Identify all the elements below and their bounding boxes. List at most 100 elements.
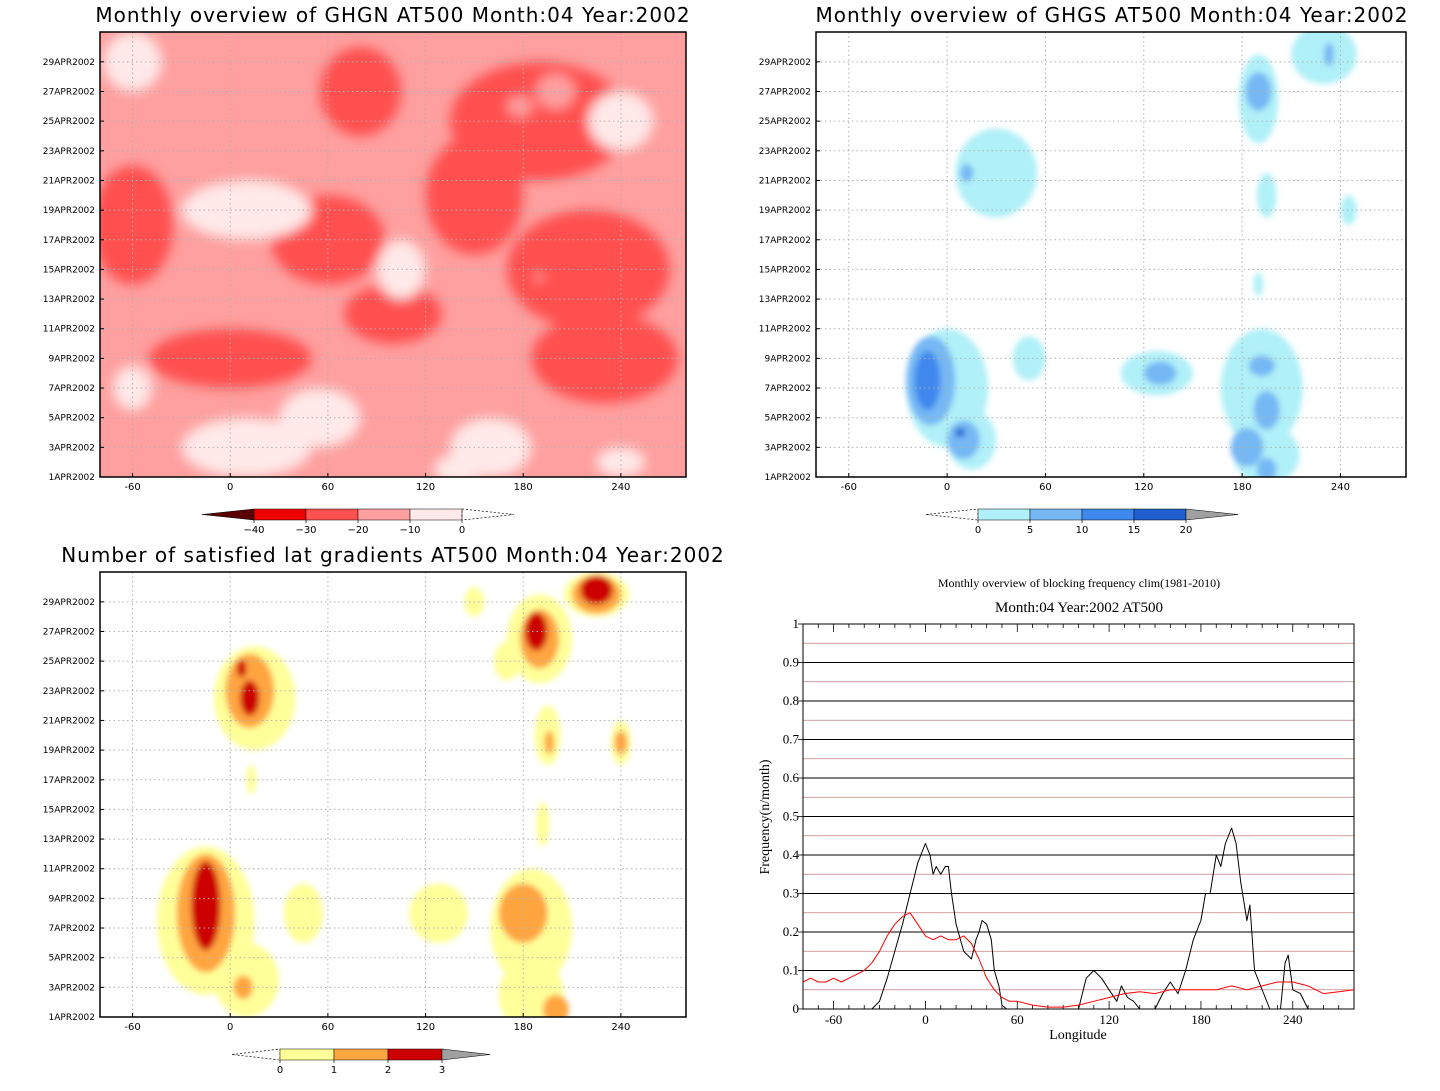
colorbar-label: 15 [1128,525,1141,536]
y-tick-label: 7APR2002 [49,384,95,394]
contour-region-21 [433,454,483,477]
x-tick-label: -60 [124,1022,140,1033]
y-tick-label: 3APR2002 [49,983,95,993]
y-tick-label: 27APR2002 [43,627,95,637]
contour-region-28 [580,575,613,605]
contour-region-17 [1253,391,1280,430]
colorbar-swatch [977,508,1031,521]
y-tick-label: 29APR2002 [43,598,95,608]
gradients-title: Number of satisfied lat gradients AT500 … [61,543,725,567]
gradients-plot-area [100,572,686,1017]
contour-region-23 [279,388,361,448]
colorbar-label: −20 [347,525,368,536]
y-tick-label: 13APR2002 [43,835,95,845]
y-tick-label: 1APR2002 [49,473,95,483]
ghgn-plot-area [100,32,686,477]
y-tick-label: 5APR2002 [765,414,811,424]
contour-region-17 [233,975,254,1000]
y-tick-label: 7APR2002 [765,384,811,394]
colorbar-swatch [1081,508,1135,521]
colorbar-swatch [279,1048,335,1061]
x-tick-label: 0 [922,1012,929,1027]
contour-region-4 [409,883,468,943]
blocking-xlabel: Longitude [1049,1028,1107,1043]
y-tick-label: 29APR2002 [759,58,811,68]
contour-region-13 [534,272,545,282]
plot-frame [815,31,1407,478]
y-tick-label: 21APR2002 [759,176,811,186]
y-tick-label: 25APR2002 [43,117,95,127]
contour-region-24 [191,861,221,951]
ghgs-axes: -60 0 60 120 180 240 1APR2002 3APR2002 5APR2002 7… [759,31,1407,493]
y-tick-label: 27APR2002 [759,87,811,97]
colorbar-label: 1 [331,1065,337,1076]
blocking-plot-area: -60 0 60 120 180 240 0 0.1 0.2 0.3 0.4 0.5 0.6 0.7 0.8… [783,616,1355,1027]
x-tick-label: 120 [416,1022,435,1033]
contour-region-15 [588,91,654,151]
y-tick-label: 25APR2002 [43,657,95,667]
y-tick-label: 11APR2002 [43,325,95,335]
colorbar-swatch [357,508,411,521]
x-tick-label: 60 [1039,482,1052,493]
contour-region-3 [283,883,324,943]
colorbar-label: −10 [399,525,420,536]
contour-region-14 [1143,361,1177,386]
y-tick-label: 13APR2002 [43,295,95,305]
contour-region-8 [1291,32,1357,85]
y-tick-label: 23APR2002 [43,687,95,697]
contour-region-22 [596,447,646,477]
y-tick-label: 0.5 [783,809,799,824]
y-tick-label: 9APR2002 [49,894,95,904]
y-tick-label: 1APR2002 [765,473,811,483]
y-tick-label: 0.2 [783,924,799,939]
x-tick-label: -60 [825,1012,842,1027]
y-tick-label: 0.1 [783,963,799,978]
y-tick-label: 23APR2002 [759,147,811,157]
ghgn-axes: -60 0 60 120 180 240 1APR2002 3APR2002 5APR2002 7… [43,31,687,493]
contour-region-22 [914,350,941,411]
contour-region-20 [1256,457,1277,477]
climatology-line [802,912,1355,1008]
x-tick-label: -60 [841,482,857,493]
colorbar-swatch [387,1048,443,1061]
contour-region-11 [506,95,533,117]
y-tick-label: 1 [793,616,800,631]
contour-region-8 [425,135,524,255]
contour-region-16 [1248,355,1275,377]
y-tick-label: 11APR2002 [43,865,95,875]
colorbar-label: −30 [295,525,316,536]
colorbar-label: 3 [439,1065,445,1076]
contour-region-18 [498,883,548,943]
contour-region-6 [344,284,442,344]
colorbar-arrow-high [441,1048,491,1061]
y-tick-label: 19APR2002 [43,206,95,216]
y-tick-label: 19APR2002 [759,206,811,216]
x-tick-label: 120 [1134,482,1153,493]
x-tick-label: 180 [514,482,533,493]
y-tick-label: 0.8 [783,693,799,708]
colorbar-label: 20 [1180,525,1193,536]
y-tick-label: 0.7 [783,732,800,747]
y-tick-label: 3APR2002 [765,443,811,453]
colorbar-label: 10 [1076,525,1089,536]
contour-region-16 [181,180,312,240]
blocking-panel: Monthly overview of blocking frequency c… [758,576,1355,1043]
colorbar-label: −40 [243,525,264,536]
contour-region-22 [614,730,628,755]
y-tick-label: 0.3 [783,886,799,901]
gradients-colorbar: 0 1 2 3 [231,1048,491,1076]
contour-region-11 [536,802,550,847]
y-tick-label: 9APR2002 [765,354,811,364]
contour-region-0 [955,128,1038,218]
x-tick-label: 240 [611,482,630,493]
contour-region-2 [506,210,670,329]
x-tick-label: 240 [1283,1012,1303,1027]
colorbar-swatch [1029,508,1083,521]
y-tick-label: 21APR2002 [43,716,95,726]
y-tick-label: 29APR2002 [43,58,95,68]
y-tick-label: 15APR2002 [43,265,95,275]
contour-region-23 [544,730,555,755]
y-tick-label: 11APR2002 [759,325,811,335]
contour-region-17 [376,239,426,300]
ghgn-title: Monthly overview of GHGN AT500 Month:04 … [95,3,690,27]
